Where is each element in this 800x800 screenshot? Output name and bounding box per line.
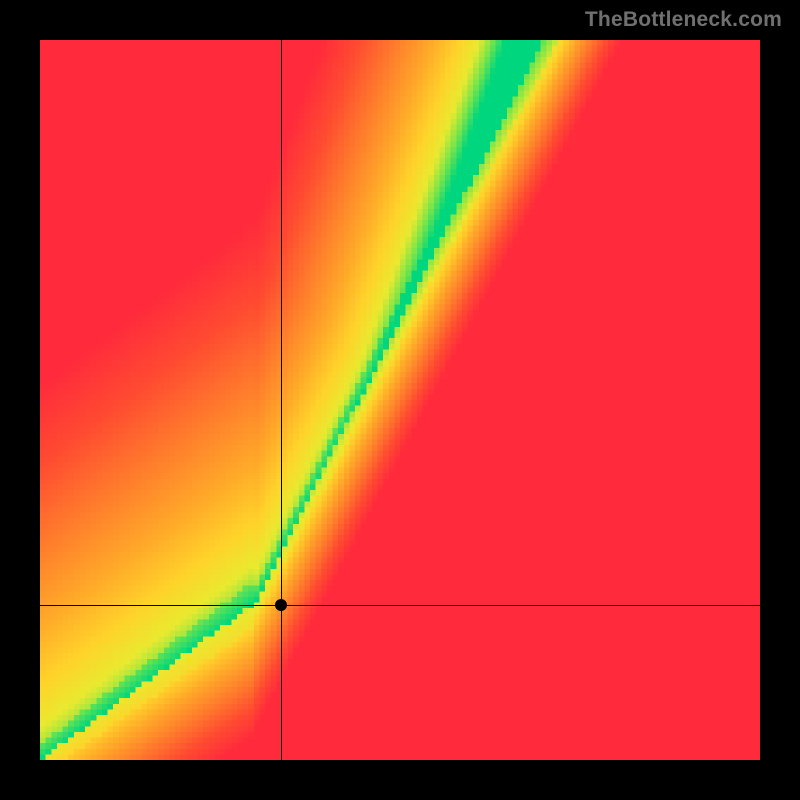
crosshair-vertical xyxy=(281,40,282,760)
watermark-text: TheBottleneck.com xyxy=(585,8,782,32)
heatmap-canvas xyxy=(40,40,760,760)
plot-area xyxy=(40,40,760,760)
crosshair-horizontal xyxy=(40,605,760,606)
marker-dot xyxy=(275,599,287,611)
figure-root: TheBottleneck.com xyxy=(0,0,800,800)
